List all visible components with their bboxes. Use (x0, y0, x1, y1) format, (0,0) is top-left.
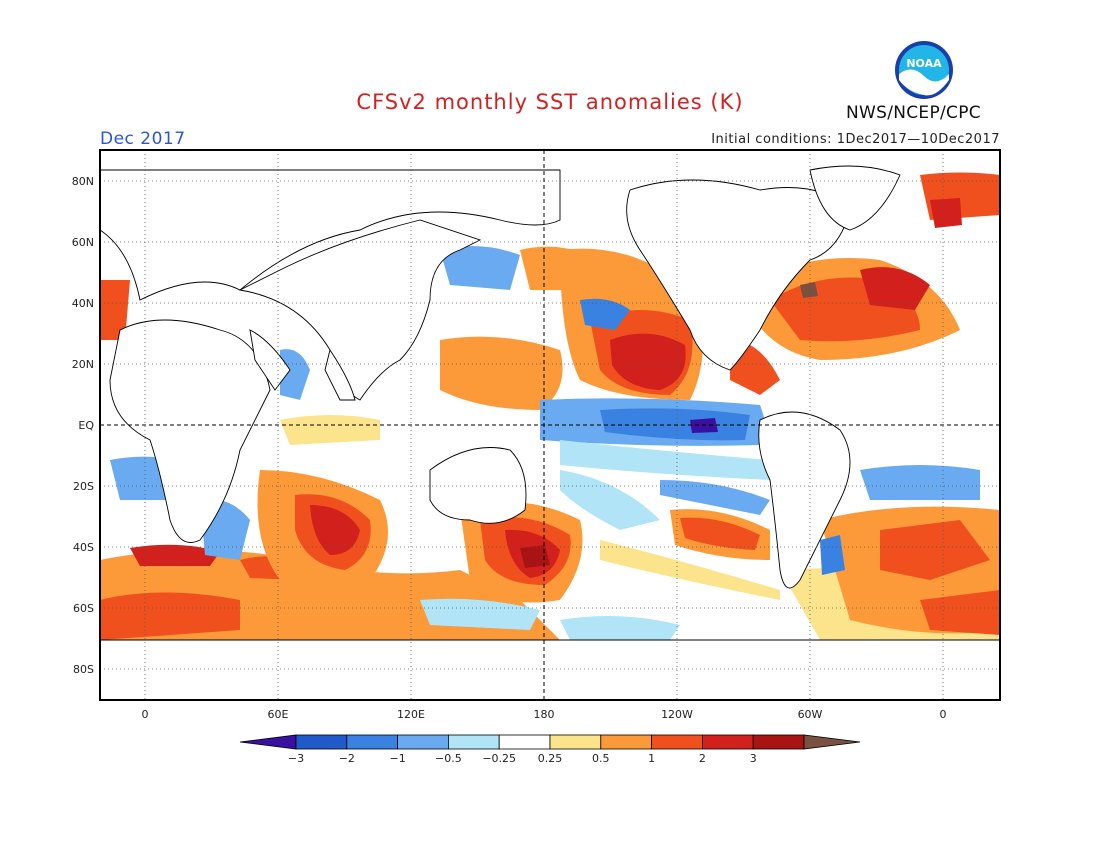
colorbar-label: 1 (648, 752, 655, 765)
lon-label: 0 (142, 708, 149, 721)
lat-label: 20N (72, 358, 94, 371)
colorbar-label: 3 (750, 752, 757, 765)
lon-label: 0 (940, 708, 947, 721)
colorbar-min-arrow (239, 734, 297, 750)
lat-label: 40N (72, 297, 94, 310)
colorbar-bin (498, 734, 551, 750)
longitude-axis: 0 60E 120E 180 120W 60W 0 (142, 708, 947, 721)
chart-title: CFSv2 monthly SST anomalies (K) (356, 90, 744, 114)
lon-label: 60E (268, 708, 289, 721)
colorbar-label: 0.25 (538, 752, 563, 765)
lat-label: 60N (72, 236, 94, 249)
anomaly-field (100, 150, 1000, 700)
initial-conditions: Initial conditions: 1Dec2017—10Dec2017 (711, 132, 1000, 147)
colorbar-bin (651, 734, 703, 750)
map-frame (99, 149, 1001, 701)
colorbar-bin (295, 734, 348, 750)
colorbar-label: −2 (339, 752, 355, 765)
colorbar-label: −0.25 (482, 752, 516, 765)
colorbar-label: −1 (389, 752, 405, 765)
lon-label: 120W (661, 708, 693, 721)
colorbar: −3 −2 −1 −0.5 −0.25 0.25 0.5 1 2 3 (239, 734, 861, 765)
agency-label: NWS/NCEP/CPC (846, 103, 981, 123)
colorbar-bin (397, 734, 449, 750)
colorbar-label: 2 (699, 752, 706, 765)
lat-label: 60S (73, 602, 94, 615)
colorbar-label: −0.5 (435, 752, 462, 765)
latitude-axis: 80N 60N 40N 20N EQ 20S 40S 60S 80S (72, 175, 95, 676)
colorbar-max-arrow (803, 734, 861, 750)
colorbar-bin (346, 734, 398, 750)
svg-text:NOAA: NOAA (906, 57, 942, 70)
lat-label: 80N (72, 175, 94, 188)
colorbar-bin (447, 734, 500, 750)
colorbar-label: −3 (288, 752, 304, 765)
colorbar-bin (549, 734, 602, 750)
colorbar-label: 0.5 (592, 752, 610, 765)
colorbar-bin (752, 734, 805, 750)
lon-label: 60W (798, 708, 823, 721)
lat-label: 20S (73, 480, 94, 493)
noaa-logo-icon: NOAA (895, 41, 953, 99)
lat-label: 40S (73, 541, 94, 554)
lon-label: 180 (534, 708, 555, 721)
coastlines (100, 165, 1000, 700)
lat-label: 80S (73, 663, 94, 676)
colorbar-bin (702, 734, 754, 750)
lon-label: 120E (397, 708, 425, 721)
lat-label: EQ (78, 419, 94, 432)
colorbar-bin (600, 734, 652, 750)
forecast-month: Dec 2017 (100, 129, 186, 149)
